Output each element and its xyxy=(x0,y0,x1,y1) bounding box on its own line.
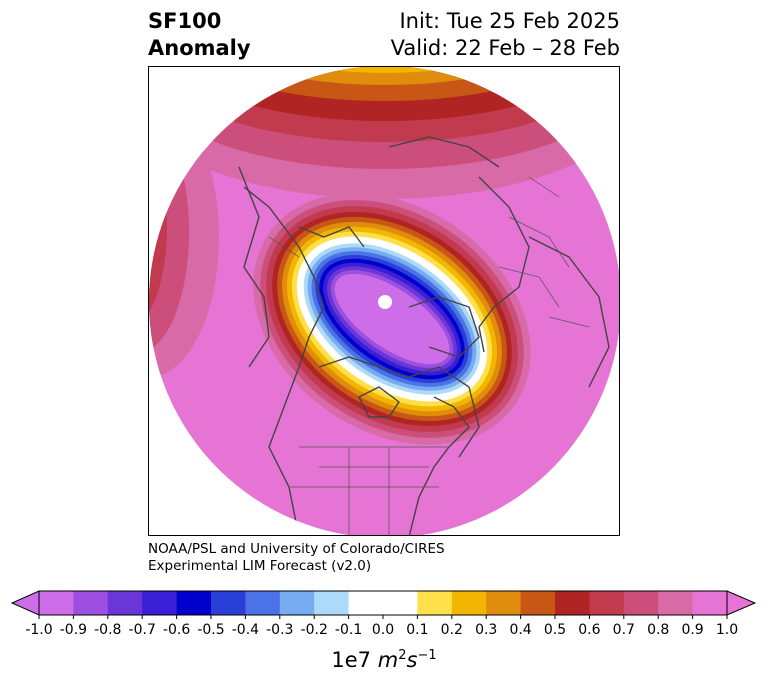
colorbar-unit-label: 1e7 m2s−1 xyxy=(0,648,768,672)
colorbar-swatch xyxy=(658,591,694,615)
forecast-dates: Init: Tue 25 Feb 2025 Valid: 22 Feb – 28… xyxy=(391,8,620,62)
colorbar-swatch xyxy=(383,591,418,615)
colorbar-tick-label: -0.2 xyxy=(301,622,328,638)
valid-date-label: Valid: 22 Feb – 28 Feb xyxy=(390,36,620,60)
unit-prefix: 1e7 xyxy=(331,648,372,672)
title-line-1: SF100 xyxy=(148,9,222,33)
colorbar-swatch xyxy=(245,591,281,615)
credit-text: NOAA/PSL and University of Colorado/CIRE… xyxy=(148,541,445,575)
colorbar-swatch xyxy=(417,591,453,615)
colorbar-tick-label: -0.6 xyxy=(163,622,190,638)
colorbar-tick-label: -0.9 xyxy=(60,622,87,638)
colorbar-swatch xyxy=(176,591,212,615)
colorbar: -1.0 -0.9 -0.8 -0.7 -0.6 -0.5 -0.4 -0.3 -0.2 -0.1… xyxy=(0,588,768,688)
political-borders xyxy=(268,176,590,535)
colorbar-swatch xyxy=(314,591,350,615)
colorbar-tick-label: 0.8 xyxy=(647,622,669,638)
colorbar-tick-label: -0.4 xyxy=(232,622,259,638)
colorbar-swatch xyxy=(486,591,522,615)
colorbar-tick-label: -1.0 xyxy=(25,622,52,638)
colorbar-extend-min xyxy=(10,590,40,616)
colorbar-swatch xyxy=(142,591,178,615)
credit-line-2: Experimental LIM Forecast (v2.0) xyxy=(148,558,372,574)
colorbar-swatch xyxy=(211,591,246,615)
colorbar-tick-label: 0.2 xyxy=(441,622,463,638)
anomaly-field xyxy=(149,67,619,535)
colorbar-tick-label: 0.6 xyxy=(578,622,600,638)
anomaly-map xyxy=(149,67,619,535)
colorbar-tick-label: -0.8 xyxy=(94,622,121,638)
colorbar-tick-label: 0.5 xyxy=(544,622,566,638)
colorbar-extend-max xyxy=(726,590,757,616)
colorbar-swatch xyxy=(623,591,659,615)
colorbar-swatch xyxy=(73,591,109,615)
colorbar-tick-label: -0.3 xyxy=(266,622,293,638)
unit-m: m xyxy=(377,648,399,672)
colorbar-tick-label: 0.9 xyxy=(681,622,703,638)
colorbar-tick-label: 1.0 xyxy=(716,622,738,638)
colorbar-tick-label: 0.0 xyxy=(372,622,394,638)
unit-s: s xyxy=(406,648,418,672)
colorbar-swatch xyxy=(692,591,728,615)
colorbar-swatch xyxy=(520,591,556,615)
title-line-2: Anomaly xyxy=(148,36,251,60)
colorbar-tick-label: -0.7 xyxy=(129,622,156,638)
credit-line-1: NOAA/PSL and University of Colorado/CIRE… xyxy=(148,541,445,557)
colorbar-swatch xyxy=(279,591,315,615)
map-panel xyxy=(148,66,620,536)
north-pole-marker xyxy=(378,295,392,309)
colorbar-tick-label: 0.4 xyxy=(509,622,531,638)
colorbar-tick-label: 0.3 xyxy=(475,622,497,638)
colorbar-tick-label: 0.7 xyxy=(613,622,635,638)
colorbar-tick-label: 0.1 xyxy=(406,622,428,638)
init-date-label: Init: Tue 25 Feb 2025 xyxy=(399,9,620,33)
colorbar-swatch xyxy=(589,591,625,615)
colorbar-swatch xyxy=(348,591,384,615)
colorbar-swatch xyxy=(555,591,590,615)
colorbar-swatch xyxy=(107,591,143,615)
colorbar-tick-label: -0.5 xyxy=(197,622,224,638)
chart-title: SF100 Anomaly xyxy=(148,8,251,62)
colorbar-graphic: -1.0 -0.9 -0.8 -0.7 -0.6 -0.5 -0.4 -0.3 -0.2 -0.1… xyxy=(10,590,757,638)
unit-s-exponent: −1 xyxy=(417,648,437,663)
polar-anomaly-lobe xyxy=(253,193,531,445)
colorbar-swatch xyxy=(451,591,487,615)
unit-m-exponent: 2 xyxy=(398,648,407,663)
colorbar-tick-label: -0.1 xyxy=(335,622,362,638)
colorbar-swatch xyxy=(39,591,74,615)
